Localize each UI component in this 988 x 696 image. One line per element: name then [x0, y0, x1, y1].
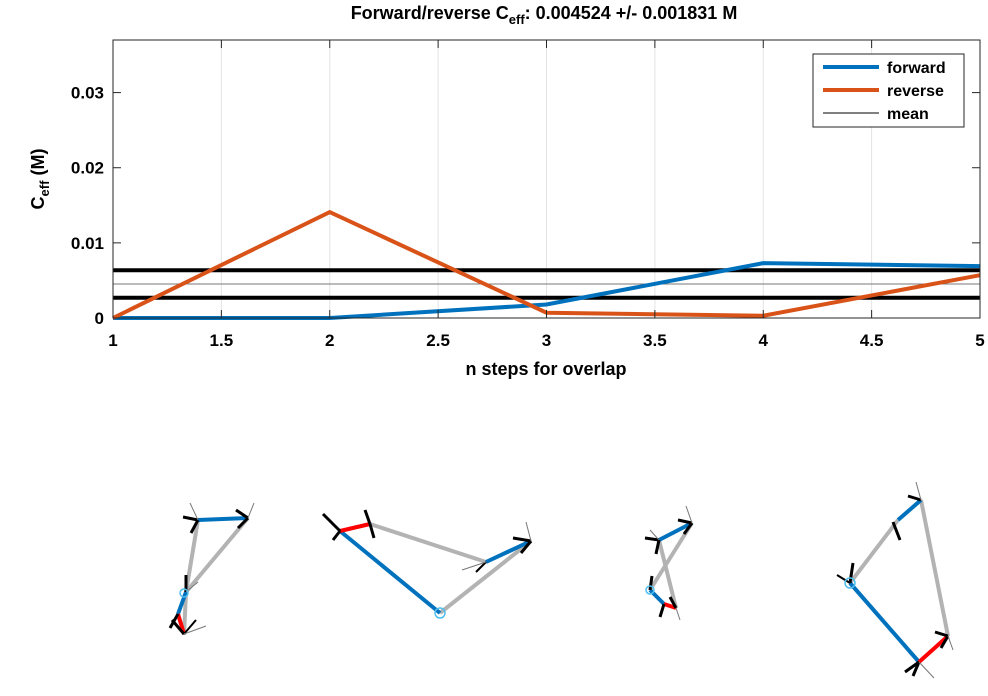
- molecule-diagrams: [168, 481, 954, 679]
- stub-black: [668, 596, 678, 609]
- stub-thin: [918, 661, 935, 679]
- bond-blue: [848, 581, 921, 664]
- axis-ticks: 1 1.5 2 2.5 3 3.5 4 4.5 5 0 0.01 0.02 0.03: [71, 40, 985, 350]
- bond-blue: [485, 539, 532, 564]
- molecule-4: [836, 481, 954, 679]
- stub-black: [475, 561, 487, 573]
- x-tick-label: 4: [759, 331, 769, 350]
- origin-marker: [645, 585, 655, 595]
- stub-black: [183, 619, 197, 635]
- stub-black: [907, 494, 922, 502]
- stub-black: [331, 530, 342, 541]
- molecule-1: [168, 502, 255, 636]
- stub-thin: [185, 581, 199, 593]
- bond-blue: [197, 516, 249, 522]
- bond-gray: [369, 522, 487, 564]
- stub-thin: [649, 529, 660, 541]
- bond-gray: [184, 516, 250, 594]
- stub-black: [891, 521, 902, 541]
- stub-black: [644, 536, 660, 542]
- molecule-3: [644, 505, 694, 621]
- stub-black: [682, 522, 694, 535]
- x-tick-label: 5: [975, 331, 984, 350]
- molecule-2: [321, 509, 533, 619]
- stub-black: [182, 515, 199, 522]
- bond-blue: [648, 588, 666, 606]
- y-tick-label: 0.02: [71, 159, 104, 178]
- stub-black: [321, 512, 342, 533]
- stub-thin: [183, 625, 207, 635]
- stub-black: [848, 562, 855, 584]
- legend-label-reverse: reverse: [887, 83, 944, 100]
- stub-black: [836, 574, 851, 584]
- legend: forward reverse mean: [812, 53, 965, 128]
- x-tick-label: 1: [108, 331, 117, 350]
- x-axis-label: n steps for overlap: [465, 359, 626, 379]
- bond-red: [917, 634, 950, 664]
- stub-thin: [675, 607, 681, 621]
- bond-blue: [896, 498, 923, 522]
- bond-gray: [919, 499, 950, 637]
- bond-gray: [182, 591, 188, 636]
- stub-black: [939, 635, 950, 649]
- y-tick-label: 0.03: [71, 84, 104, 103]
- legend-label-forward: forward: [887, 60, 946, 77]
- x-tick-label: 3.5: [643, 331, 667, 350]
- stub-thin: [247, 502, 255, 519]
- stub-thin: [947, 635, 954, 651]
- mean-lines: [113, 268, 980, 300]
- stub-black: [911, 661, 921, 677]
- stub-black: [658, 603, 666, 618]
- bond-gray: [848, 518, 900, 585]
- stub-black: [519, 540, 533, 554]
- stub-black: [934, 630, 949, 638]
- stub-black: [236, 516, 250, 530]
- legend-label-mean: mean: [887, 106, 929, 123]
- bond-blue: [658, 521, 693, 542]
- bond-red: [339, 522, 371, 533]
- stub-black: [512, 536, 532, 543]
- stub-thin: [685, 505, 693, 524]
- x-tick-label: 3: [542, 331, 551, 350]
- chart-title: Forward/reverse Ceff: 0.004524 +/- 0.001…: [351, 3, 738, 27]
- bond-gray: [657, 539, 678, 609]
- stub-black: [363, 509, 372, 525]
- origin-marker: [434, 607, 446, 619]
- y-tick-label: 0.01: [71, 234, 104, 253]
- x-tick-label: 2.5: [426, 331, 450, 350]
- bond-gray: [438, 539, 533, 615]
- bond-gray: [184, 519, 200, 593]
- x-tick-label: 2: [325, 331, 334, 350]
- origin-marker: [844, 577, 856, 589]
- stub-thin: [915, 481, 922, 501]
- x-tick-label: 4.5: [860, 331, 884, 350]
- stub-thin: [189, 502, 199, 521]
- y-tick-label: 0: [95, 309, 104, 328]
- stub-thin: [525, 521, 532, 542]
- stub-black: [654, 539, 661, 555]
- stub-black: [170, 619, 186, 635]
- y-axis-label: Ceff (M): [28, 149, 52, 210]
- stub-black: [677, 518, 693, 525]
- x-tick-label: 1.5: [210, 331, 234, 350]
- stub-thin: [461, 561, 487, 571]
- stub-black: [235, 508, 249, 520]
- stub-black: [648, 575, 654, 591]
- stub-black: [189, 519, 200, 534]
- bond-blue: [176, 591, 188, 615]
- origin-marker: [179, 588, 189, 598]
- bond-blue: [338, 529, 442, 615]
- stub-black: [368, 523, 376, 539]
